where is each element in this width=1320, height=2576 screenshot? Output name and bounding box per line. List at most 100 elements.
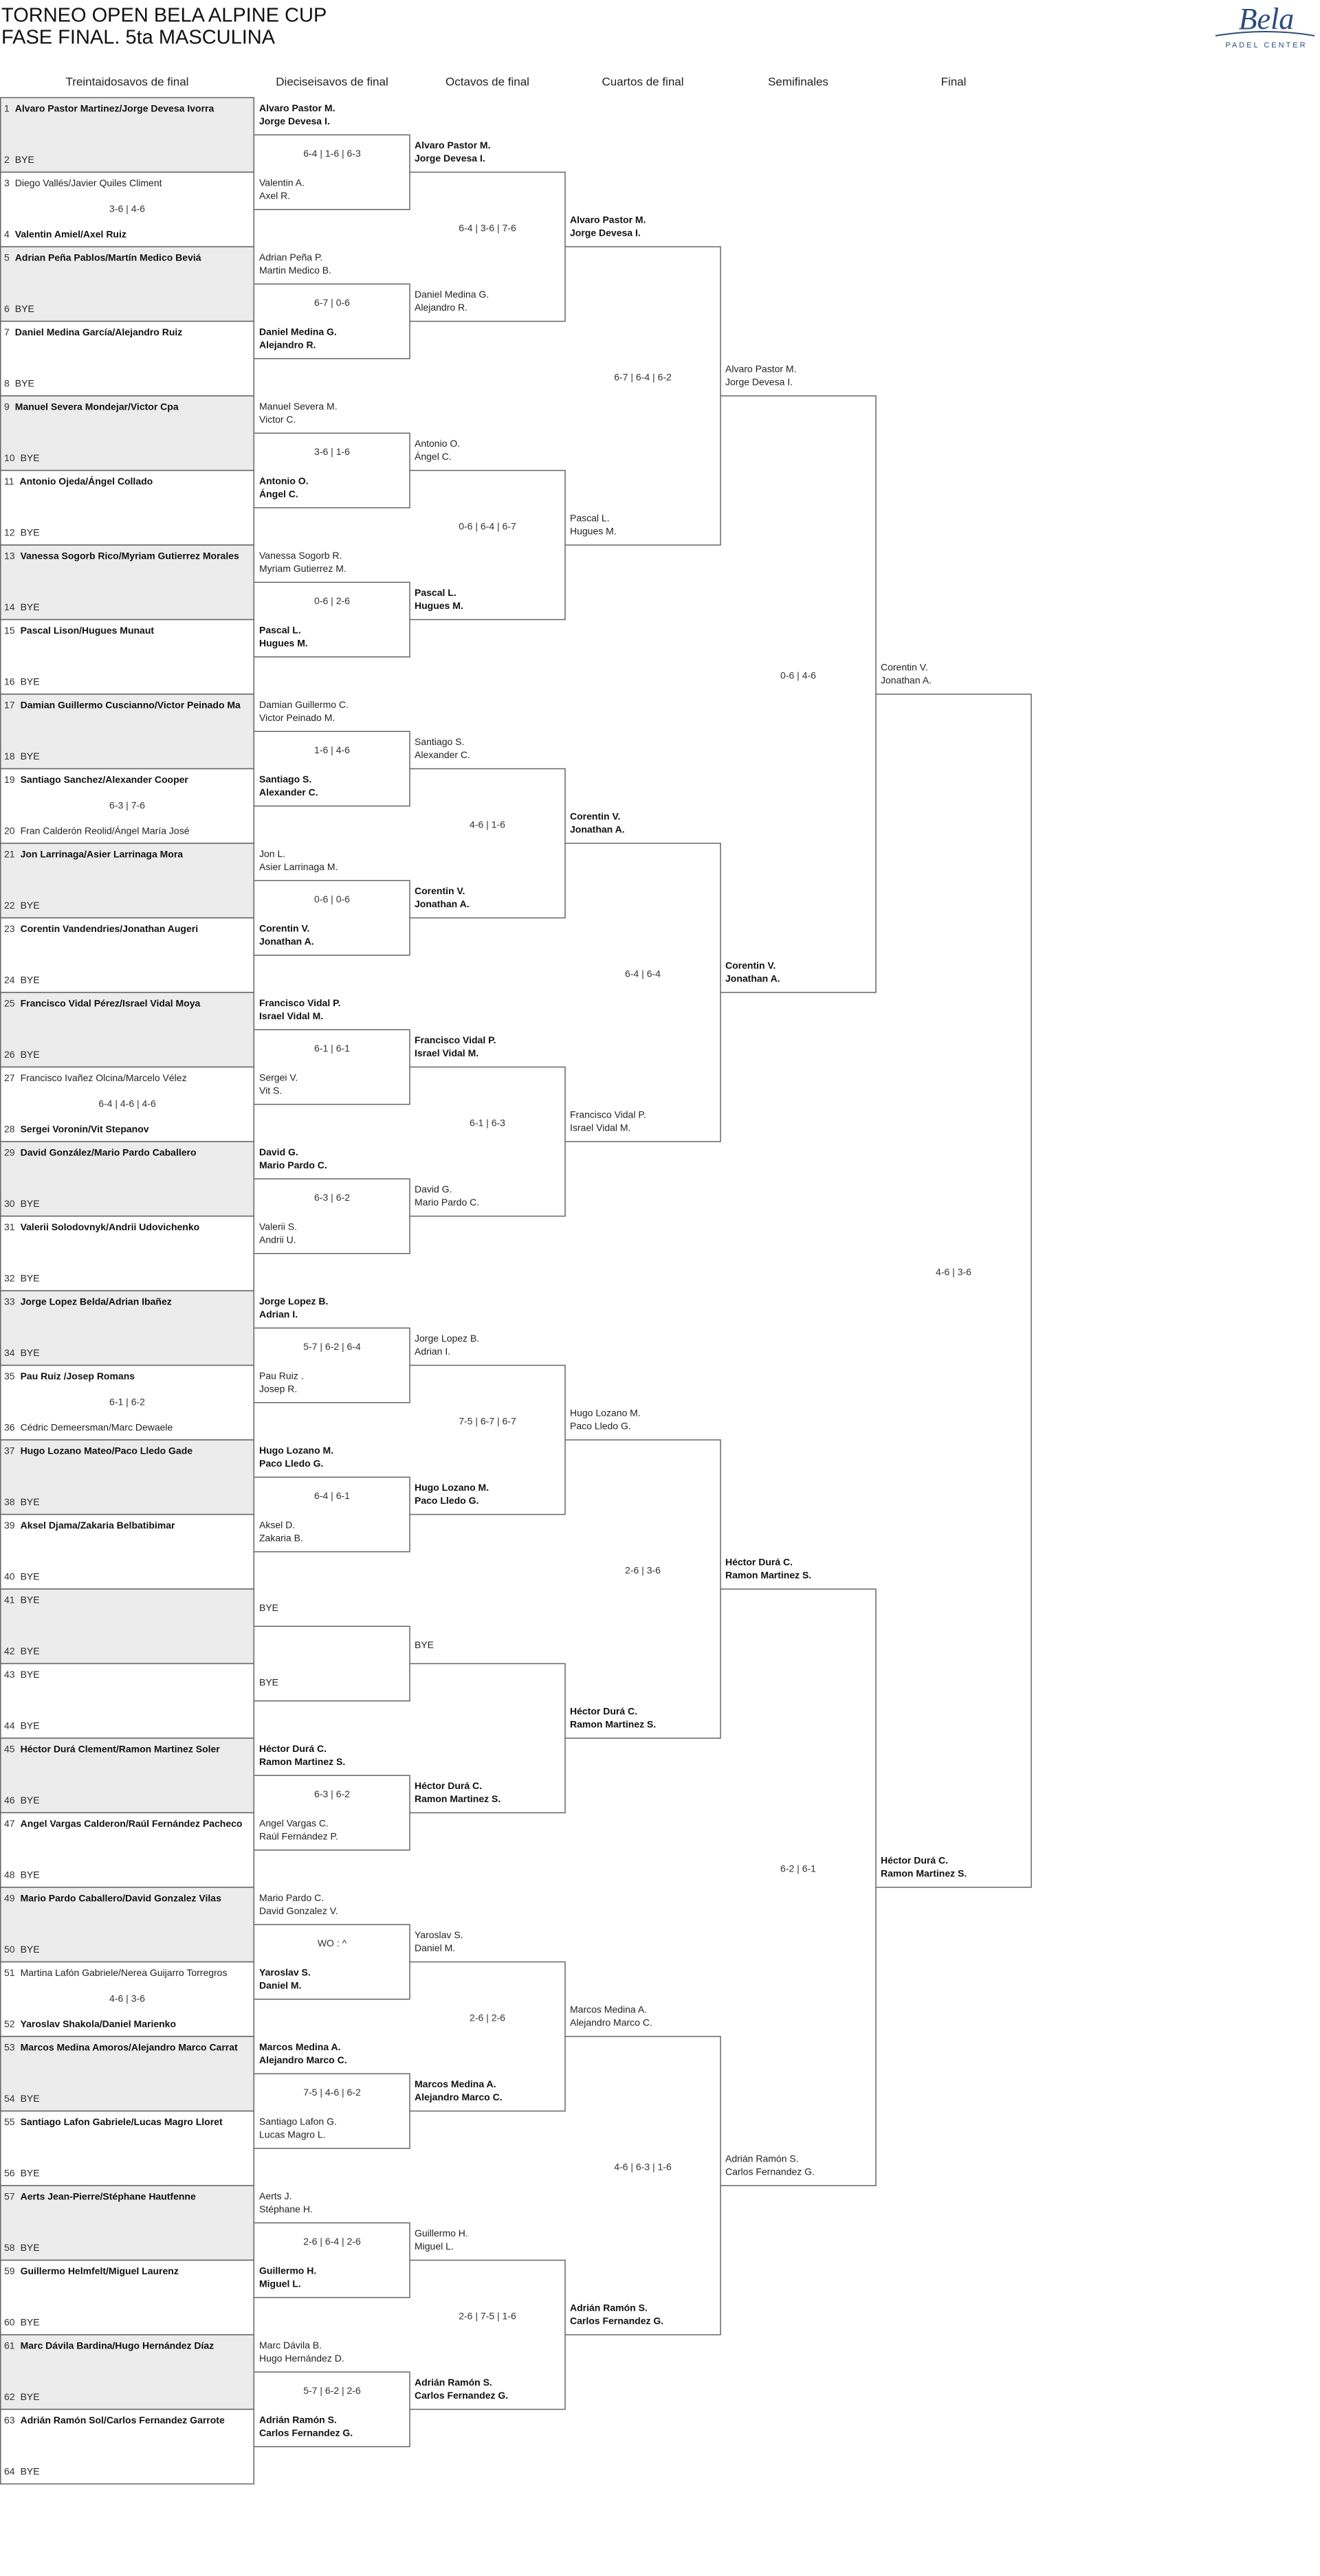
match-box xyxy=(0,1961,254,2037)
team-name: BYE xyxy=(21,1198,40,1209)
team-name: BYE xyxy=(21,1273,40,1284)
team-name: David G. xyxy=(415,1184,452,1195)
team-name: Alejandro Marco C. xyxy=(570,2017,652,2028)
team-name: Alejandro R. xyxy=(259,339,316,350)
seed: 25 xyxy=(4,998,15,1009)
team-name: BYE xyxy=(21,751,40,762)
team-name: Alejandro Marco C. xyxy=(259,2054,347,2065)
team-name: Adrian Peña Pablos/Martín Medico Beviá xyxy=(15,252,201,263)
team-name: Adrian Peña P. xyxy=(259,252,322,263)
score: 6-1 | 6-1 xyxy=(314,1043,350,1054)
team-name: Alvaro Pastor M. xyxy=(415,140,490,151)
seed: 28 xyxy=(4,1124,15,1135)
team-name: Antonio O. xyxy=(259,475,309,486)
score: 2-6 | 6-4 | 2-6 xyxy=(303,2236,361,2247)
seed: 8 xyxy=(4,378,10,389)
score: 1-6 | 4-6 xyxy=(314,744,350,755)
team-name: BYE xyxy=(21,2466,40,2477)
team-name: Vanessa Sogorb Rico/Myriam Gutierrez Mor… xyxy=(21,551,239,562)
match-box xyxy=(0,1887,254,1963)
score: 6-4 | 3-6 | 7-6 xyxy=(459,223,516,234)
title: TORNEO OPEN BELA ALPINE CUP xyxy=(1,5,327,27)
score: 3-6 | 4-6 xyxy=(109,203,145,214)
team-name: Guillermo H. xyxy=(259,2265,316,2276)
match-bracket xyxy=(720,395,877,993)
seed: 64 xyxy=(4,2466,15,2477)
match-box xyxy=(0,469,254,546)
team-name: Alejandro Marco C. xyxy=(415,2091,503,2102)
team-name: Axel R. xyxy=(259,190,290,201)
seed: 33 xyxy=(4,1296,15,1307)
score: 3-6 | 1-6 xyxy=(314,446,350,457)
team-name: Jorge Devesa I. xyxy=(725,377,793,388)
team-name: Adrián Ramón Sol/Carlos Fernandez Garrot… xyxy=(21,2414,225,2425)
seed: 41 xyxy=(4,1595,15,1606)
team-name: Carlos Fernandez G. xyxy=(725,2166,815,2177)
team-name: BYE xyxy=(15,378,34,389)
team-name: Ramon Martinez S. xyxy=(725,1570,811,1581)
team-name: Vanessa Sogorb R. xyxy=(259,550,342,561)
team-name: Ángel C. xyxy=(259,488,298,499)
team-name: BYE xyxy=(21,1669,40,1680)
team-name: BYE xyxy=(259,1602,278,1613)
team-name: Mario Pardo C. xyxy=(259,1892,324,1903)
team-name: Yaroslav S. xyxy=(415,1929,463,1940)
seed: 52 xyxy=(4,2019,15,2030)
seed: 27 xyxy=(4,1072,15,1083)
team-name: Victor Peinado M. xyxy=(259,712,335,723)
team-name: Victor C. xyxy=(259,414,296,425)
match-box xyxy=(0,1588,254,1665)
subtitle: FASE FINAL. 5ta MASCULINA xyxy=(1,27,276,49)
score: 4-6 | 3-6 xyxy=(109,1992,145,2003)
seed: 30 xyxy=(4,1198,15,1209)
team-name: BYE xyxy=(21,601,40,612)
score: 6-4 | 1-6 | 6-3 xyxy=(303,148,361,159)
team-name: Marcos Medina Amoros/Alejandro Marco Car… xyxy=(21,2042,238,2053)
seed: 12 xyxy=(4,527,15,538)
team-name: Ramon Martinez S. xyxy=(570,1719,656,1730)
team-name: Jonathan A. xyxy=(570,824,625,835)
score: 6-1 | 6-2 xyxy=(109,1396,145,1407)
team-name: Hugues M. xyxy=(415,600,463,611)
seed: 17 xyxy=(4,700,15,711)
score: 6-7 | 0-6 xyxy=(314,297,350,308)
seed: 34 xyxy=(4,1347,15,1358)
team-name: BYE xyxy=(21,1049,40,1060)
team-name: BYE xyxy=(259,1676,278,1687)
team-name: Mario Pardo C. xyxy=(259,1159,327,1170)
score: 6-7 | 6-4 | 6-2 xyxy=(614,372,672,383)
team-name: Francisco Vidal Pérez/Israel Vidal Moya xyxy=(21,998,201,1009)
score: 0-6 | 0-6 xyxy=(314,893,350,904)
team-name: Valentin A. xyxy=(259,177,305,188)
score: 6-3 | 7-6 xyxy=(109,799,145,810)
logo-subtext: PADEL CENTER xyxy=(1225,41,1307,49)
team-name: Adrián Ramón S. xyxy=(259,2414,337,2425)
seed: 23 xyxy=(4,923,15,934)
team-name: Aerts Jean-Pierre/Stéphane Hautfenne xyxy=(21,2191,196,2202)
seed: 26 xyxy=(4,1049,15,1060)
team-name: BYE xyxy=(15,154,34,165)
team-name: Héctor Durá C. xyxy=(415,1780,482,1791)
match-bracket xyxy=(565,843,721,1142)
seed: 6 xyxy=(4,303,10,314)
match-box xyxy=(0,1737,254,1814)
team-name: Hugo Lozano Mateo/Paco Lledo Gade xyxy=(21,1445,193,1456)
team-name: BYE xyxy=(21,900,40,911)
seed: 13 xyxy=(4,551,15,562)
score: 6-2 | 6-1 xyxy=(780,1863,816,1874)
team-name: Jorge Lopez B. xyxy=(259,1296,328,1307)
team-name: Daniel M. xyxy=(415,1942,455,1953)
team-name: Antonio O. xyxy=(415,438,460,449)
logo-text: Bela xyxy=(1239,2,1295,36)
seed: 49 xyxy=(4,1893,15,1904)
team-name: Hugues M. xyxy=(259,637,308,648)
seed: 46 xyxy=(4,1795,15,1806)
team-name: Alexander C. xyxy=(415,749,470,760)
seed: 57 xyxy=(4,2191,15,2202)
seed: 54 xyxy=(4,2093,15,2104)
team-name: Martina Lafón Gabriele/Nerea Guijarro To… xyxy=(21,1967,228,1978)
score: 6-3 | 6-2 xyxy=(314,1788,350,1799)
seed: 43 xyxy=(4,1669,15,1680)
team-name: BYE xyxy=(21,1347,40,1358)
team-name: Jorge Devesa I. xyxy=(259,115,330,126)
